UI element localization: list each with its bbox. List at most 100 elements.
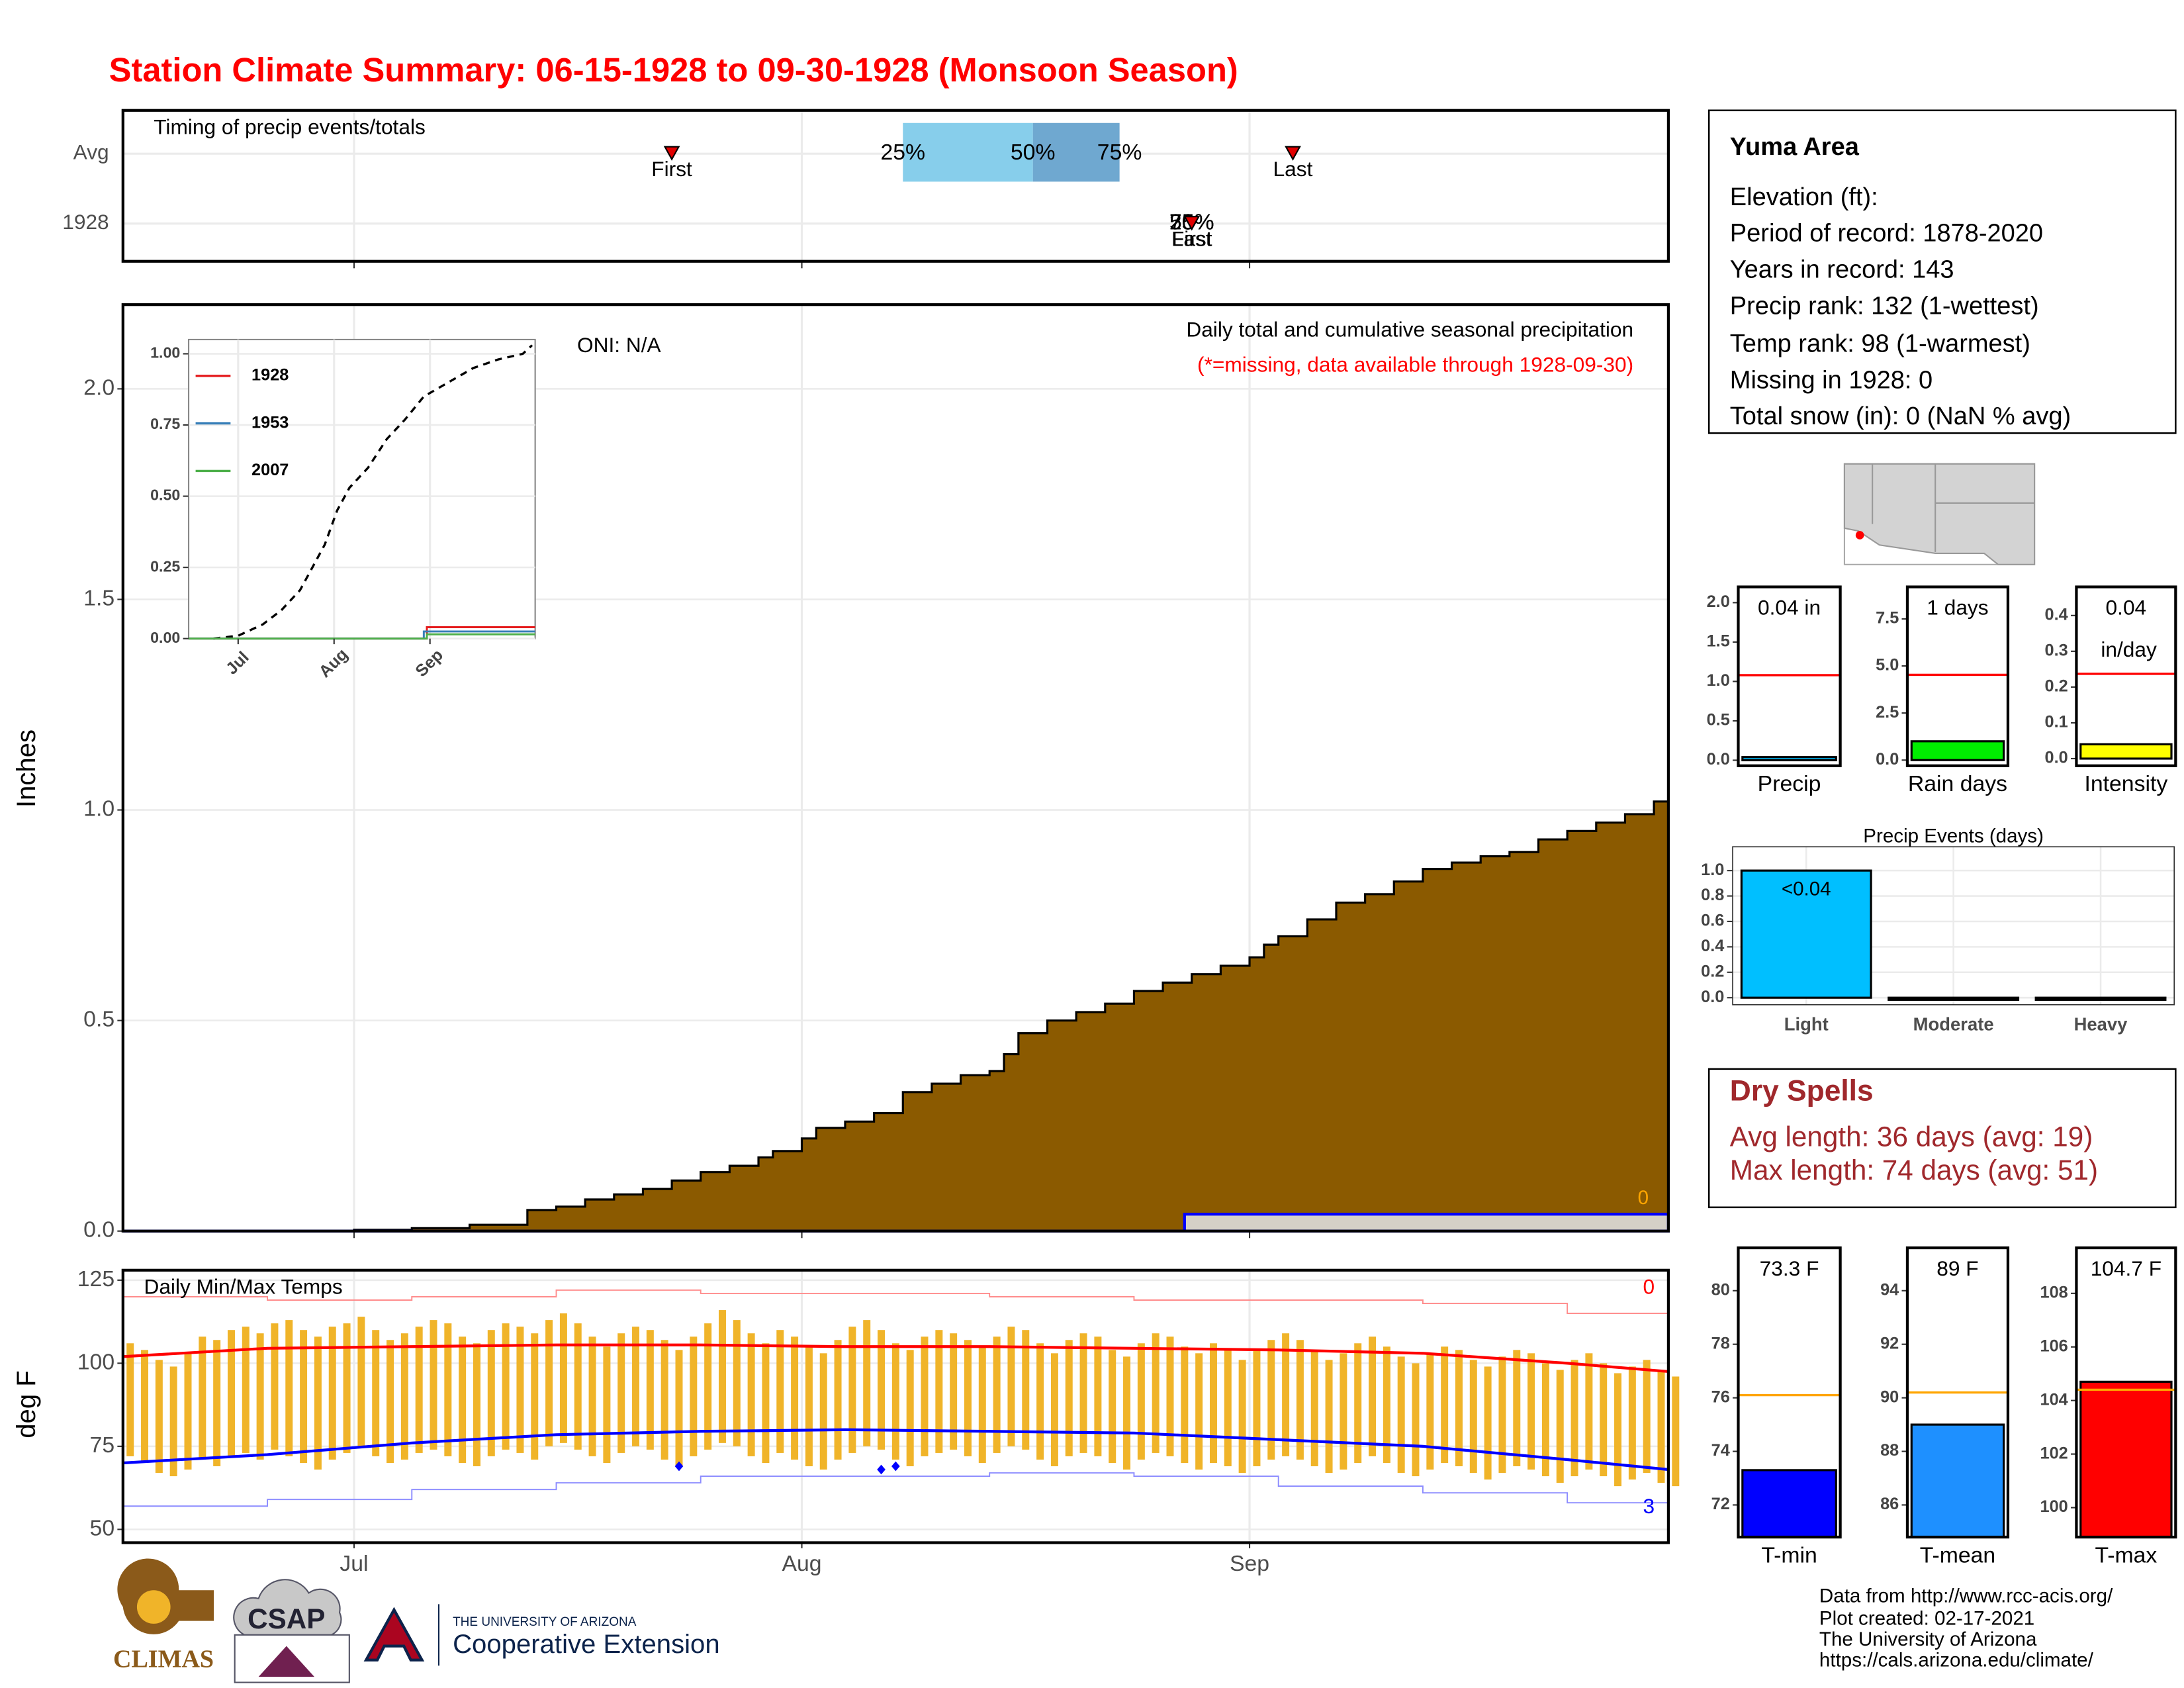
y-tick-label: 75 [90, 1432, 115, 1458]
temp-range-bar [1109, 1350, 1116, 1463]
x-tick-label: Light [1784, 1014, 1829, 1035]
temp-range-bar [1022, 1330, 1030, 1450]
plot-frame [121, 109, 1670, 263]
y-tick-label: 0.4 [1701, 937, 1724, 955]
temp-range-bar [1123, 1356, 1131, 1470]
plot-frame [2075, 585, 2177, 767]
x-axis-label: T-max [2095, 1542, 2157, 1568]
info-line: Total snow (in): 0 (NaN % avg) [1730, 402, 2071, 430]
x-tick-label: Sep [1230, 1551, 1269, 1576]
y-tick-label: 104 [2040, 1390, 2068, 1409]
temp-range-bar [891, 1343, 899, 1460]
temp-range-bar [1079, 1333, 1087, 1453]
record-high-line [122, 1289, 1669, 1327]
temp-range-bar [1065, 1340, 1073, 1456]
csap-mountain [258, 1646, 315, 1677]
quartile-label: 25% [880, 140, 925, 165]
temp-range-bar [791, 1336, 799, 1460]
legend-label: 1953 [251, 413, 289, 432]
row-label: Avg [73, 140, 109, 164]
footer-line: Data from http://www.rcc-acis.org/ [1819, 1585, 2113, 1607]
temp-range-bar [227, 1330, 235, 1456]
y-tick-label: 0.5 [83, 1007, 114, 1032]
quartile-box [903, 122, 1033, 182]
y-tick-label: 0.00 [150, 629, 180, 646]
temp-range-bar [617, 1333, 625, 1453]
temp-range-bar [747, 1333, 755, 1456]
temp-range-bar [473, 1343, 480, 1467]
plot-frame [2075, 1246, 2177, 1539]
temp-range-bar [1137, 1343, 1145, 1460]
row-label: 1928 [62, 210, 109, 234]
temp-range-bar [646, 1330, 654, 1450]
event-marker [1183, 216, 1201, 231]
dry-spells-box [1707, 1068, 2177, 1209]
normal-cumulative-area [122, 788, 1670, 1233]
y-tick-label: 0.4 [2045, 606, 2068, 624]
value-bar [1910, 1423, 2005, 1538]
temp-range-bar [516, 1327, 524, 1453]
inset-background [187, 338, 536, 639]
value-label: 89 F [1936, 1256, 1978, 1280]
note: (*=missing, data available through 1928-… [1197, 352, 1633, 376]
y-tick-label: 0.5 [1707, 711, 1730, 729]
temp-range-bar [1556, 1370, 1564, 1483]
temp-range-bar [1498, 1356, 1506, 1474]
temp-range-bar [141, 1350, 149, 1463]
y-tick-label: 100 [77, 1349, 114, 1374]
temp-range-bar [343, 1323, 351, 1453]
y-tick-label: 78 [1711, 1334, 1730, 1352]
record-low-marker [877, 1464, 886, 1475]
temp-range-bar [574, 1323, 582, 1450]
y-tick-label: 72 [1711, 1495, 1730, 1513]
plot-background [1738, 586, 1841, 766]
record-high-count: 0 [1643, 1275, 1655, 1299]
temp-range-bar [1195, 1353, 1203, 1470]
y-tick-label: 0.0 [1707, 750, 1730, 769]
value-label: <0.04 [1782, 878, 1831, 900]
value-bar [2079, 1380, 2173, 1538]
y-tick-label: 2.5 [1876, 703, 1899, 722]
legend-label: 2007 [251, 461, 289, 479]
value-label: 1 days [1927, 596, 1988, 620]
y-tick-label: 2.0 [83, 375, 114, 400]
temp-range-bar [1541, 1363, 1549, 1477]
temp-range-bar [1397, 1356, 1405, 1474]
temp-range-bar [213, 1340, 221, 1467]
temp-range-bar [1600, 1363, 1608, 1477]
location-map [1843, 463, 2036, 565]
panel-title: Timing of precip events/totals [154, 115, 426, 139]
missing-count: 0 [1638, 1187, 1649, 1209]
y-tick-label: 74 [1711, 1441, 1730, 1460]
temp-range-bar [1585, 1353, 1593, 1470]
y-tick-label: 0.25 [150, 557, 180, 575]
plot-frame [121, 1268, 1670, 1544]
y-tick-label: 7.5 [1876, 609, 1899, 628]
x-axis-label: Precip [1758, 771, 1821, 796]
y-tick-label: 50 [90, 1515, 115, 1540]
chart-title: Station Climate Summary: 06-15-1928 to 0… [109, 51, 1238, 89]
y-tick-label: 0.0 [1701, 988, 1724, 1006]
avg-min-line [122, 1428, 1669, 1472]
record-low-count: 3 [1643, 1494, 1655, 1518]
x-axis-label: T-min [1761, 1542, 1817, 1568]
y-tick-label: 0.0 [83, 1217, 114, 1243]
temp-range-bar [964, 1340, 972, 1456]
y-tick-label: 88 [1880, 1441, 1899, 1460]
temp-range-bar [704, 1323, 712, 1450]
quartile-label: 50% [1011, 140, 1056, 165]
temp-range-bar [632, 1327, 640, 1446]
university-text: THE UNIVERSITY OF ARIZONA [453, 1615, 637, 1629]
temp-range-bar [1296, 1340, 1304, 1460]
temp-range-bar [921, 1336, 929, 1456]
info-line: Temp rank: 98 (1-warmest) [1730, 330, 2030, 357]
temp-range-bar [1310, 1350, 1318, 1467]
y-axis-label: Inches [12, 729, 41, 808]
temp-range-bar [1383, 1346, 1390, 1463]
y-tick-label: 106 [2040, 1336, 2068, 1355]
temp-range-bar [1484, 1366, 1492, 1480]
temp-range-bar [256, 1333, 264, 1460]
y-tick-label: 0.2 [1701, 962, 1724, 980]
y-tick-label: 92 [1880, 1334, 1899, 1352]
temp-range-bar [588, 1336, 596, 1456]
